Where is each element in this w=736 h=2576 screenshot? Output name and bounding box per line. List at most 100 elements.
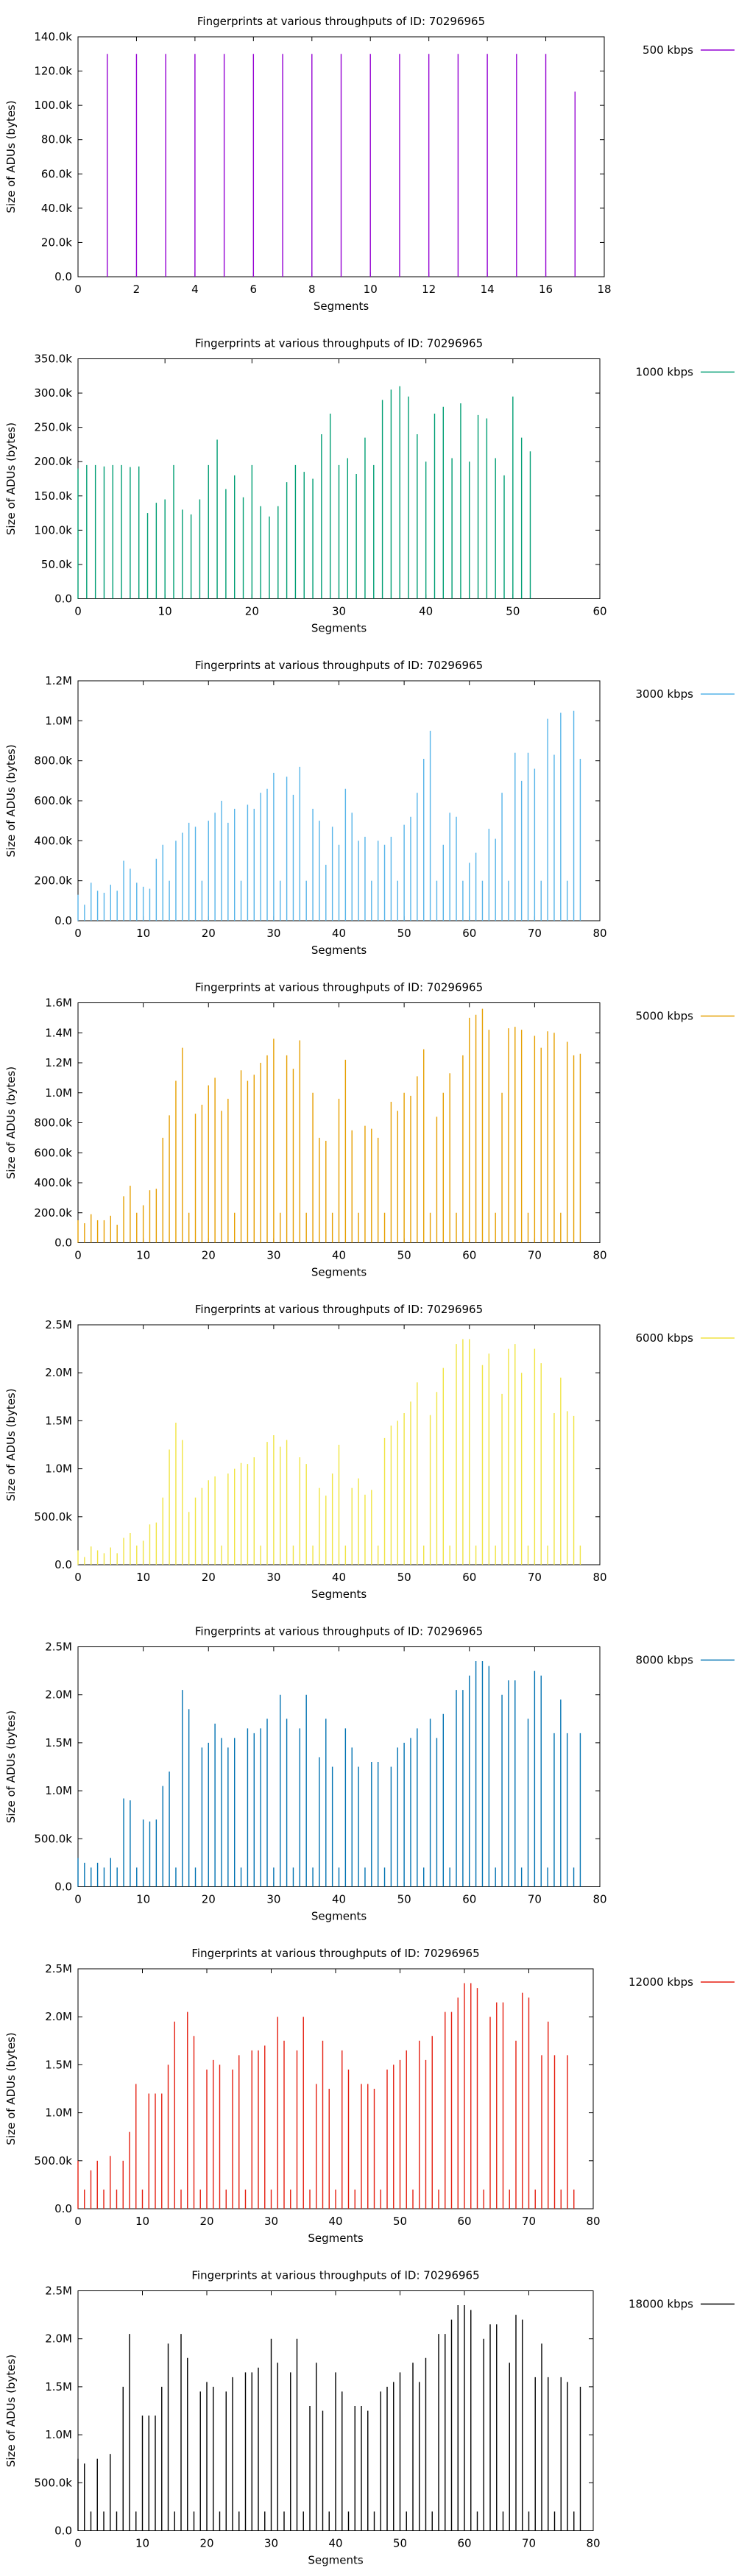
legend-label: 18000 kbps xyxy=(629,2298,693,2311)
y-tick-label: 1.5M xyxy=(45,2380,72,2393)
chart-panel-4: Fingerprints at various throughputs of I… xyxy=(4,981,735,1279)
y-tick-label: 1.0M xyxy=(45,2428,72,2441)
y-axis-label: Size of ADUs (bytes) xyxy=(4,2354,18,2467)
chart-panel-8: Fingerprints at various throughputs of I… xyxy=(4,2269,735,2567)
x-tick-label: 0 xyxy=(74,1571,82,1584)
legend-label: 8000 kbps xyxy=(636,1654,694,1667)
x-tick-label: 16 xyxy=(539,283,553,296)
x-tick-label: 10 xyxy=(364,283,378,296)
y-tick-label: 0.0 xyxy=(54,1236,72,1250)
y-tick-label: 80.0k xyxy=(41,133,72,146)
chart-panel-7: Fingerprints at various throughputs of I… xyxy=(4,1947,735,2245)
x-tick-label: 4 xyxy=(191,283,199,296)
y-tick-label: 100.0k xyxy=(34,99,72,112)
y-tick-label: 20.0k xyxy=(41,236,72,249)
x-tick-label: 60 xyxy=(462,1571,476,1584)
chart-title: Fingerprints at various throughputs of I… xyxy=(195,337,483,350)
x-tick-label: 12 xyxy=(422,283,436,296)
x-tick-label: 50 xyxy=(397,1571,411,1584)
chart-title: Fingerprints at various throughputs of I… xyxy=(195,1303,483,1316)
y-tick-label: 500.0k xyxy=(34,1510,72,1524)
x-tick-label: 30 xyxy=(266,1571,280,1584)
x-tick-label: 20 xyxy=(202,1571,216,1584)
x-axis-label: Segments xyxy=(311,1266,367,1279)
x-tick-label: 40 xyxy=(328,2215,342,2228)
y-tick-label: 2.5M xyxy=(45,2285,72,2298)
y-tick-label: 2.5M xyxy=(45,1641,72,1654)
x-tick-label: 0 xyxy=(74,1249,82,1262)
x-tick-label: 80 xyxy=(586,2537,600,2550)
x-tick-label: 10 xyxy=(135,2215,149,2228)
y-tick-label: 1.5M xyxy=(45,2058,72,2071)
x-tick-label: 40 xyxy=(328,2537,342,2550)
y-axis-label: Size of ADUs (bytes) xyxy=(4,100,18,213)
x-tick-label: 18 xyxy=(597,283,611,296)
y-tick-label: 120.0k xyxy=(34,65,72,78)
y-tick-label: 250.0k xyxy=(34,421,72,434)
x-tick-label: 30 xyxy=(264,2537,278,2550)
y-tick-label: 500.0k xyxy=(34,2154,72,2168)
x-tick-label: 10 xyxy=(136,927,150,940)
x-axis-label: Segments xyxy=(311,944,367,957)
y-axis-label: Size of ADUs (bytes) xyxy=(4,1388,18,1501)
chart-panel-1: Fingerprints at various throughputs of I… xyxy=(4,15,735,313)
y-tick-label: 300.0k xyxy=(34,386,72,400)
x-tick-label: 70 xyxy=(528,1571,542,1584)
y-tick-label: 2.0M xyxy=(45,1366,72,1379)
y-axis-label: Size of ADUs (bytes) xyxy=(4,744,18,857)
x-tick-label: 0 xyxy=(74,283,82,296)
x-tick-label: 20 xyxy=(245,605,259,618)
y-tick-label: 0.0 xyxy=(54,270,72,283)
x-tick-label: 40 xyxy=(419,605,433,618)
y-tick-label: 600.0k xyxy=(34,794,72,807)
y-tick-label: 800.0k xyxy=(34,754,72,768)
y-tick-label: 400.0k xyxy=(34,1176,72,1189)
x-tick-label: 60 xyxy=(457,2215,471,2228)
y-tick-label: 0.0 xyxy=(54,2524,72,2538)
y-tick-label: 1.0M xyxy=(45,1462,72,1476)
y-axis-label: Size of ADUs (bytes) xyxy=(4,1066,18,1179)
x-tick-label: 8 xyxy=(308,283,316,296)
y-tick-label: 150.0k xyxy=(34,489,72,503)
x-tick-label: 70 xyxy=(528,927,542,940)
y-tick-label: 0.0 xyxy=(54,592,72,606)
x-tick-label: 10 xyxy=(136,1571,150,1584)
y-axis-label: Size of ADUs (bytes) xyxy=(4,422,18,535)
y-axis-label: Size of ADUs (bytes) xyxy=(4,1710,18,1823)
x-tick-label: 60 xyxy=(462,927,476,940)
x-tick-label: 60 xyxy=(592,605,606,618)
x-tick-label: 80 xyxy=(592,927,606,940)
y-tick-label: 500.0k xyxy=(34,1832,72,1845)
y-tick-label: 1.5M xyxy=(45,1736,72,1749)
y-tick-label: 60.0k xyxy=(41,167,72,180)
y-axis-label: Size of ADUs (bytes) xyxy=(4,2032,18,2145)
x-axis-label: Segments xyxy=(311,1588,367,1601)
y-tick-label: 600.0k xyxy=(34,1146,72,1159)
x-axis-label: Segments xyxy=(308,2232,364,2245)
x-tick-label: 60 xyxy=(462,1893,476,1906)
x-tick-label: 40 xyxy=(332,1893,346,1906)
x-tick-label: 0 xyxy=(74,2537,82,2550)
x-tick-label: 20 xyxy=(202,1893,216,1906)
x-tick-label: 20 xyxy=(199,2537,213,2550)
y-tick-label: 0.0 xyxy=(54,914,72,927)
x-axis-label: Segments xyxy=(311,622,367,635)
legend-label: 12000 kbps xyxy=(629,1975,693,1989)
legend-label: 6000 kbps xyxy=(636,1331,694,1345)
x-tick-label: 10 xyxy=(135,2537,149,2550)
x-tick-label: 40 xyxy=(332,1571,346,1584)
y-tick-label: 0.0 xyxy=(54,2202,72,2215)
x-tick-label: 2 xyxy=(133,283,141,296)
x-tick-label: 70 xyxy=(522,2215,536,2228)
chart-panel-2: Fingerprints at various throughputs of I… xyxy=(4,337,735,635)
y-tick-label: 2.0M xyxy=(45,1688,72,1702)
chart-panel-5: Fingerprints at various throughputs of I… xyxy=(4,1303,735,1601)
x-tick-label: 20 xyxy=(202,1249,216,1262)
x-tick-label: 10 xyxy=(158,605,172,618)
x-tick-label: 40 xyxy=(332,927,346,940)
y-tick-label: 500.0k xyxy=(34,2476,72,2489)
x-tick-label: 50 xyxy=(397,1249,411,1262)
x-tick-label: 14 xyxy=(481,283,495,296)
x-tick-label: 40 xyxy=(332,1249,346,1262)
